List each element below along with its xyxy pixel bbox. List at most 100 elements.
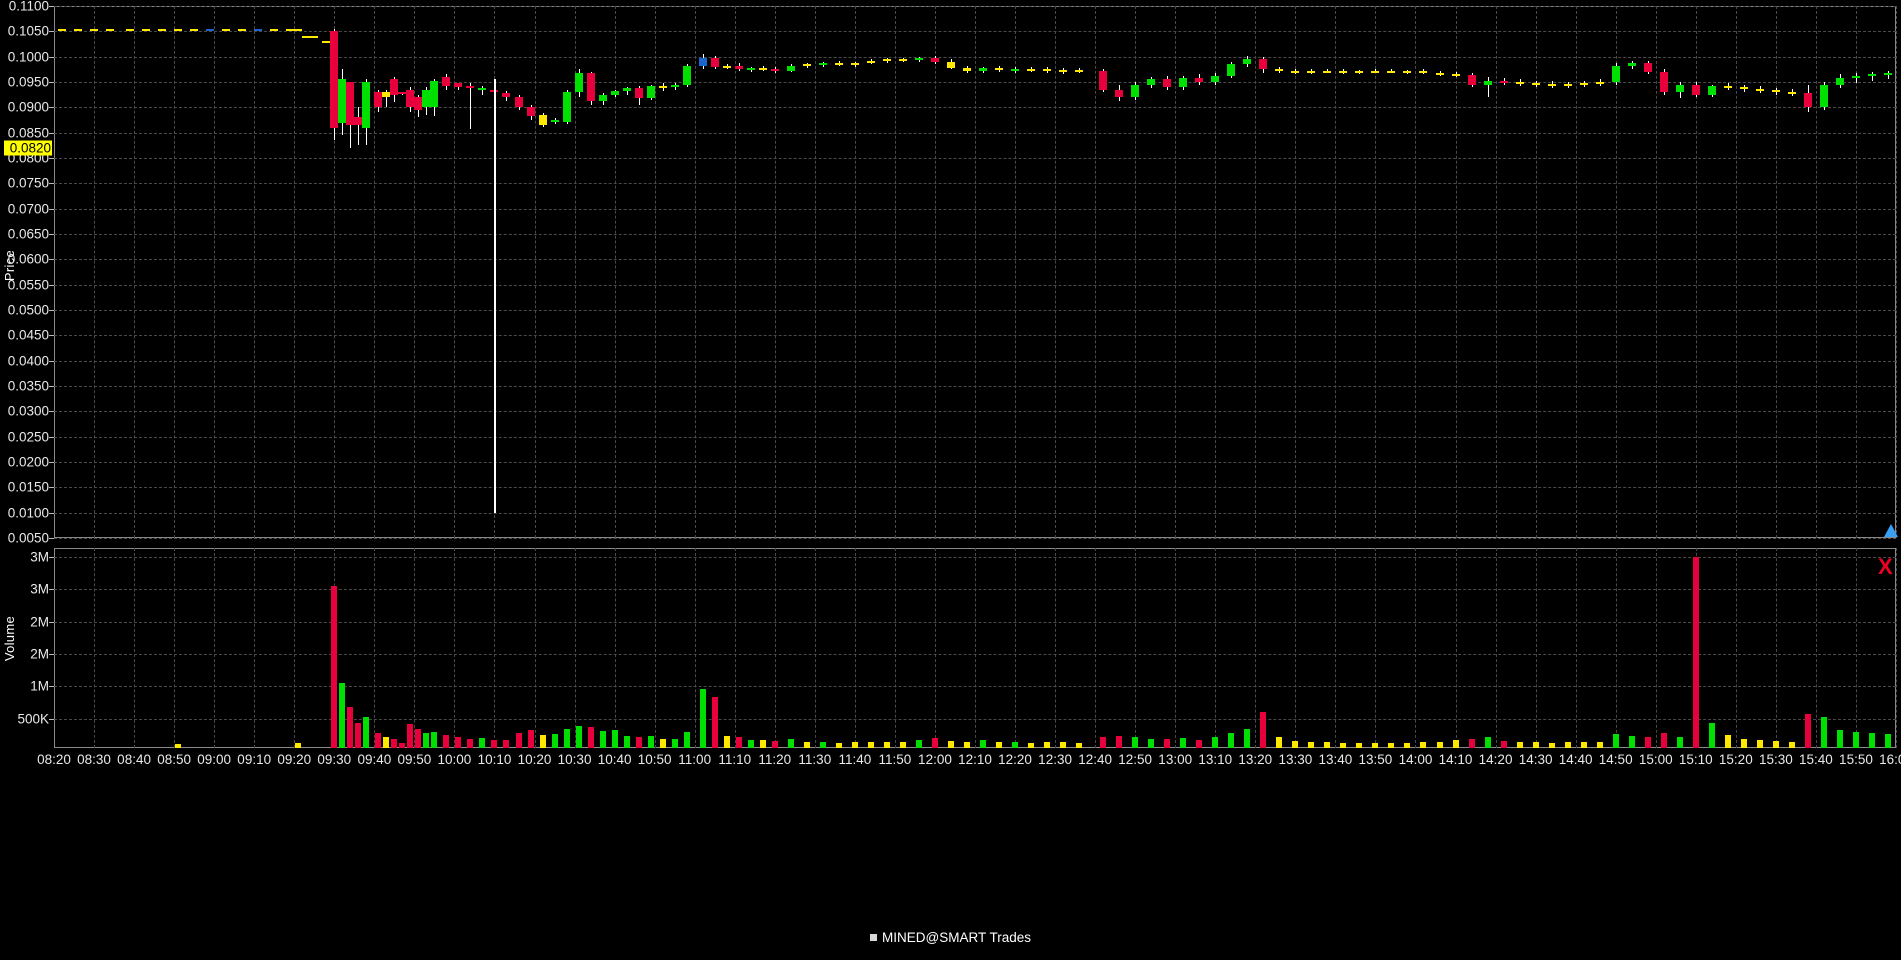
candle-body <box>562 92 571 122</box>
candle-body <box>946 61 955 68</box>
volume-bar <box>1244 729 1251 748</box>
candle-body <box>454 83 463 88</box>
gridline-vertical <box>1055 548 1057 748</box>
price-y-tick-label: 0.0350 <box>7 378 49 394</box>
gridline-horizontal <box>54 208 1896 210</box>
gridline-vertical <box>654 6 656 538</box>
triangle-up-marker-icon[interactable] <box>1884 524 1898 537</box>
gridline-vertical <box>454 548 456 748</box>
volume-y-tick-label: 3M <box>30 581 49 597</box>
gridline-horizontal <box>54 183 1896 185</box>
x-tick-label: 12:30 <box>1038 752 1072 767</box>
volume-bar <box>931 738 938 748</box>
candle-body <box>346 82 355 126</box>
gridline-horizontal <box>54 556 1896 558</box>
candle-body <box>1595 82 1604 84</box>
gridline-vertical <box>1815 6 1817 538</box>
price-y-tick-label: 0.0700 <box>7 201 49 217</box>
candle-body <box>538 114 547 125</box>
tick-mark <box>49 208 54 210</box>
volume-bar <box>399 742 406 748</box>
panel-border <box>1895 6 1896 538</box>
volume-bar <box>423 732 430 748</box>
gridline-horizontal <box>54 158 1896 159</box>
x-tick-label: 11:50 <box>878 752 912 767</box>
candle-wick <box>1487 76 1489 98</box>
last-price-label: 0.0820 <box>4 140 52 156</box>
gridline-horizontal <box>54 234 1896 235</box>
candle-body <box>1059 69 1068 72</box>
candle-body <box>430 80 439 108</box>
gridline-horizontal <box>54 386 1896 387</box>
candle-body <box>1027 68 1036 71</box>
gridline-vertical <box>934 6 936 538</box>
tick-mark <box>49 158 54 159</box>
candle-body <box>158 28 167 31</box>
candle-body <box>1011 68 1020 71</box>
tick-mark <box>49 284 54 286</box>
gridline-vertical <box>414 548 416 748</box>
gridline-horizontal <box>54 6 1896 7</box>
panel-border <box>54 6 55 538</box>
price-panel[interactable] <box>54 6 1897 539</box>
gridline-horizontal <box>54 589 1896 591</box>
gridline-vertical <box>1815 548 1817 748</box>
gridline-vertical <box>854 548 856 748</box>
gridline-vertical <box>534 6 536 538</box>
volume-bar <box>1756 740 1763 748</box>
gridline-vertical <box>294 548 296 748</box>
candle-body <box>1691 84 1700 95</box>
volume-panel[interactable] <box>54 548 1897 748</box>
candle-body <box>622 88 631 92</box>
candle-body <box>1291 70 1300 73</box>
gridline-vertical <box>1335 6 1337 538</box>
volume-bar <box>747 739 754 748</box>
volume-bar <box>563 728 570 748</box>
volume-bar <box>1644 737 1651 748</box>
volume-bar <box>1436 742 1443 748</box>
candle-body <box>74 28 83 31</box>
volume-bar <box>1076 743 1083 748</box>
volume-bar <box>467 739 474 748</box>
gridline-vertical <box>174 6 176 538</box>
x-tick-label: 13:20 <box>1238 752 1273 767</box>
gridline-vertical <box>1735 6 1737 538</box>
gridline-horizontal <box>54 436 1896 438</box>
price-y-tick-label: 0.1050 <box>7 23 49 39</box>
candle-wick <box>1327 68 1329 73</box>
volume-y-tick-label: 500K <box>17 711 49 727</box>
volume-bar <box>635 737 642 748</box>
volume-bar <box>963 741 970 748</box>
volume-bar <box>1228 733 1235 748</box>
x-marker-icon[interactable]: X <box>1878 554 1893 579</box>
x-tick-label: 15:20 <box>1718 752 1753 767</box>
x-tick-label: 10:50 <box>637 752 672 767</box>
volume-bar <box>175 744 182 748</box>
volume-bar <box>699 689 706 748</box>
volume-bar <box>1452 739 1459 748</box>
x-tick-label: 16:00 <box>1879 752 1901 767</box>
volume-bar <box>1532 742 1539 748</box>
volume-bar <box>1804 713 1811 748</box>
tick-mark <box>49 411 54 413</box>
gridline-vertical <box>1695 6 1697 538</box>
gridline-vertical <box>1495 548 1497 748</box>
volume-bar <box>1148 738 1155 748</box>
gridline-horizontal <box>54 335 1896 337</box>
gridline-vertical <box>1855 6 1857 538</box>
volume-bar <box>1516 742 1523 748</box>
gridline-vertical <box>174 548 176 748</box>
x-tick-label: 10:30 <box>557 752 592 767</box>
volume-bar <box>1012 742 1019 748</box>
legend: MINED@SMART Trades <box>0 930 1901 945</box>
x-tick-label: 14:40 <box>1558 752 1593 767</box>
candle-body <box>995 67 1004 70</box>
candle-body <box>1355 71 1364 74</box>
gridline-vertical <box>854 6 856 538</box>
price-y-tick-label: 0.0050 <box>7 530 49 546</box>
volume-bar <box>355 722 362 748</box>
volume-y-tick-label: 3M <box>30 549 49 565</box>
gridline-vertical <box>1135 548 1137 748</box>
price-y-tick-label: 0.0750 <box>7 175 49 191</box>
candle-body <box>1771 90 1780 93</box>
